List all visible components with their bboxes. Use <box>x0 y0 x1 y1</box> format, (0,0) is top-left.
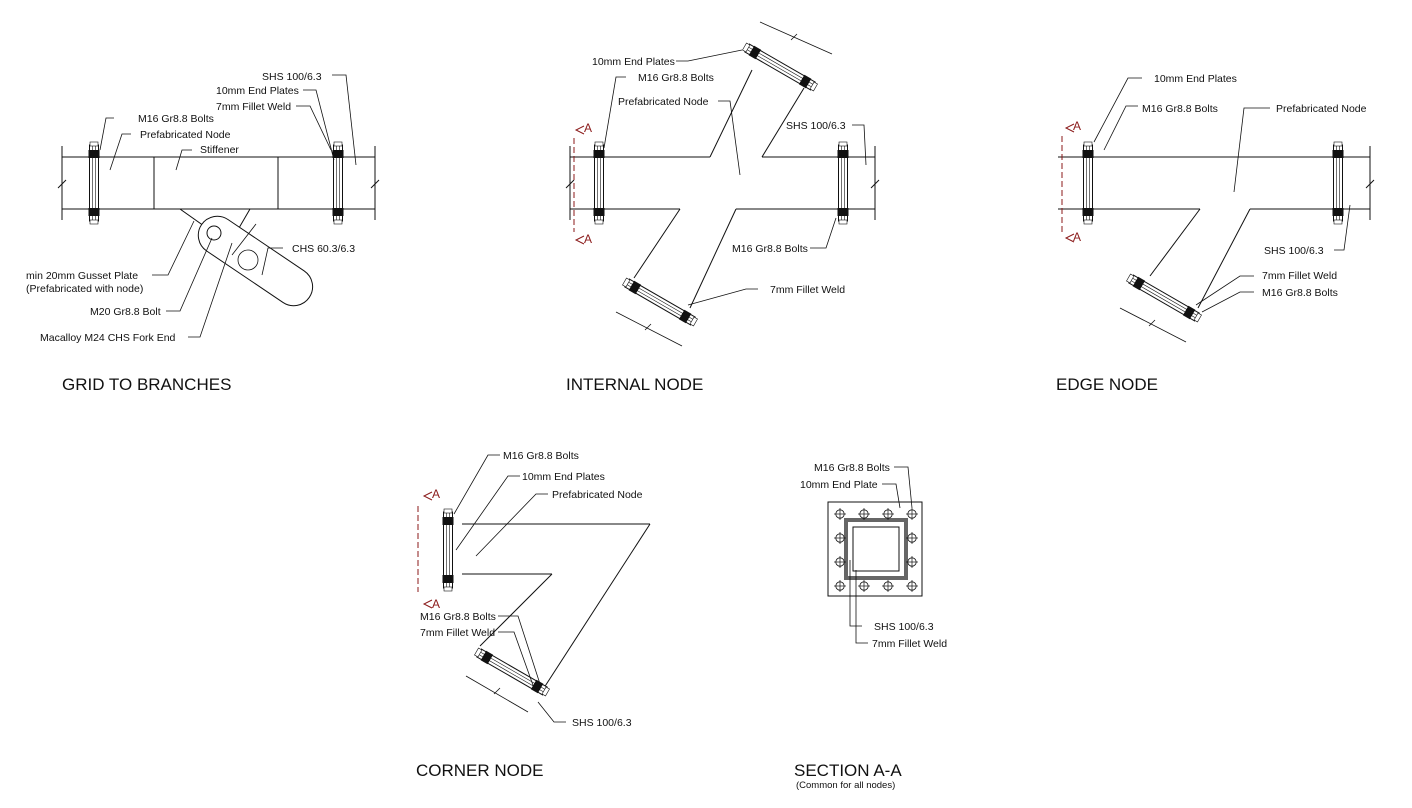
detail-corner-node: A A M16 Gr8.8 Bolts 10mm End Plates Pref… <box>416 450 651 780</box>
detail-internal-node: A A 10mm End Plates M16 Gr8.8 Bolts Pref… <box>565 21 880 394</box>
detail-edge-node: A A 10mm End Plates M16 Gr8.8 Bolts Pref… <box>1056 73 1375 394</box>
end-plate-left <box>88 141 100 225</box>
label-end-plates: 10mm End Plates <box>216 85 299 97</box>
title-corner-node: CORNER NODE <box>416 761 544 780</box>
label-fillet-weld: 7mm Fillet Weld <box>872 638 947 650</box>
label-chs: CHS 60.3/6.3 <box>292 243 355 255</box>
label-fork-end: Macalloy M24 CHS Fork End <box>40 332 176 344</box>
label-shs: SHS 100/6.3 <box>786 120 846 132</box>
label-shs: SHS 100/6.3 <box>1264 245 1324 257</box>
end-plate-upper <box>741 41 819 93</box>
label-shs: SHS 100/6.3 <box>874 621 934 633</box>
m20-bolt <box>206 225 222 241</box>
svg-text:A: A <box>1073 230 1081 244</box>
label-bolts: M16 Gr8.8 Bolts <box>814 462 890 474</box>
label-bolts: M16 Gr8.8 Bolts <box>138 113 214 125</box>
title-grid-to-branches: GRID TO BRANCHES <box>62 375 231 394</box>
svg-text:A: A <box>432 597 440 611</box>
label-shs: SHS 100/6.3 <box>572 717 632 729</box>
end-plate-right <box>332 141 344 225</box>
label-fillet-weld: 7mm Fillet Weld <box>1262 270 1337 282</box>
end-plate-left <box>442 508 454 592</box>
title-section-a-a: SECTION A-A <box>794 761 902 780</box>
detail-section-a-a: M16 Gr8.8 Bolts 10mm End Plate SHS 100/6… <box>794 462 947 791</box>
label-bolts-2: M16 Gr8.8 Bolts <box>732 243 808 255</box>
svg-text:A: A <box>584 232 592 246</box>
label-stiffener: Stiffener <box>200 144 239 156</box>
svg-text:A: A <box>1073 119 1081 133</box>
end-plate-right <box>837 141 849 225</box>
label-bolts: M16 Gr8.8 Bolts <box>503 450 579 462</box>
label-bolts: M16 Gr8.8 Bolts <box>1142 103 1218 115</box>
label-bolts-2: M16 Gr8.8 Bolts <box>1262 287 1338 299</box>
chs-member <box>197 215 314 307</box>
label-end-plates: 10mm End Plates <box>1154 73 1237 85</box>
detail-grid-to-branches: SHS 100/6.3 10mm End Plates 7mm Fillet W… <box>26 71 380 394</box>
end-plate-lower <box>1125 272 1203 324</box>
label-prefab-node: Prefabricated Node <box>552 489 643 501</box>
end-plate-right <box>1332 141 1344 225</box>
label-prefab-node: Prefabricated Node <box>140 129 231 141</box>
title-internal-node: INTERNAL NODE <box>566 375 703 394</box>
label-fillet-weld: 7mm Fillet Weld <box>770 284 845 296</box>
svg-text:A: A <box>584 121 592 135</box>
title-edge-node: EDGE NODE <box>1056 375 1158 394</box>
label-prefab-node: Prefabricated Node <box>618 96 709 108</box>
label-end-plate: 10mm End Plate <box>800 479 878 491</box>
label-bolts: M16 Gr8.8 Bolts <box>638 72 714 84</box>
subtitle-section-a-a: (Common for all nodes) <box>796 780 895 791</box>
end-plate-left <box>593 141 605 225</box>
label-fillet-weld: 7mm Fillet Weld <box>216 101 291 113</box>
label-fillet-weld: 7mm Fillet Weld <box>420 627 495 639</box>
label-end-plates: 10mm End Plates <box>592 56 675 68</box>
label-prefab-node: Prefabricated Node <box>1276 103 1367 115</box>
label-m20-bolt: M20 Gr8.8 Bolt <box>90 306 161 318</box>
end-plate-lower <box>621 276 699 328</box>
end-plate-left <box>1082 141 1094 225</box>
end-plate-lower <box>473 646 551 698</box>
svg-text:A: A <box>432 487 440 501</box>
label-shs: SHS 100/6.3 <box>262 71 322 83</box>
label-bolts-2: M16 Gr8.8 Bolts <box>420 611 496 623</box>
label-end-plates: 10mm End Plates <box>522 471 605 483</box>
label-gusset-note: (Prefabricated with node) <box>26 283 143 295</box>
label-gusset: min 20mm Gusset Plate <box>26 270 138 282</box>
